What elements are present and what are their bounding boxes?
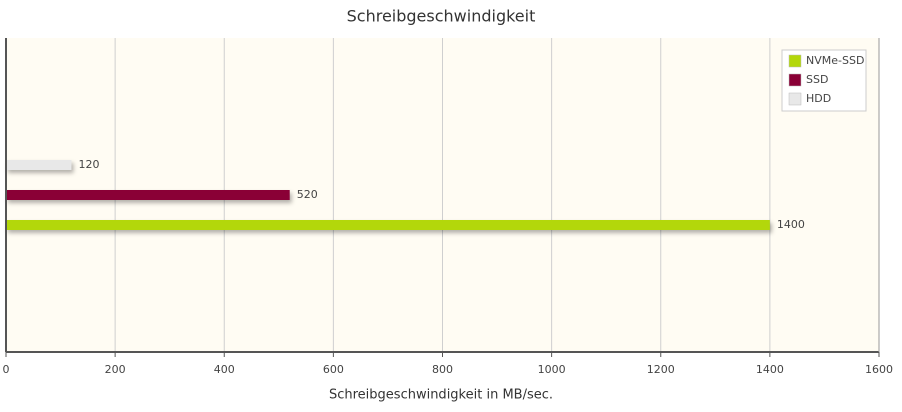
chart-title: Schreibgeschwindigkeit — [347, 7, 536, 26]
x-tick-label: 600 — [323, 363, 344, 376]
x-axis-title: Schreibgeschwindigkeit in MB/sec. — [329, 388, 553, 403]
legend-swatch — [788, 92, 802, 106]
x-tick-label: 1600 — [865, 363, 893, 376]
legend: NVMe-SSD SSD HDD — [781, 49, 867, 112]
legend-label: HDD — [806, 92, 831, 105]
legend-swatch — [788, 73, 802, 87]
x-tick-label: 1200 — [647, 363, 675, 376]
x-tick-label: 0 — [3, 363, 10, 376]
bar — [6, 220, 770, 230]
bars — [6, 160, 770, 230]
bar — [6, 160, 72, 170]
bar — [6, 190, 290, 200]
legend-label: NVMe-SSD — [806, 54, 864, 67]
x-tick-label: 200 — [105, 363, 126, 376]
x-tick-label: 1000 — [538, 363, 566, 376]
data-label: 1400 — [777, 218, 805, 231]
x-tick-label: 800 — [432, 363, 453, 376]
legend-label: SSD — [806, 73, 828, 86]
legend-swatch — [788, 54, 802, 68]
x-tick-label: 1400 — [756, 363, 784, 376]
x-tick-label: 400 — [214, 363, 235, 376]
data-label: 520 — [297, 188, 318, 201]
data-label: 120 — [78, 158, 99, 171]
